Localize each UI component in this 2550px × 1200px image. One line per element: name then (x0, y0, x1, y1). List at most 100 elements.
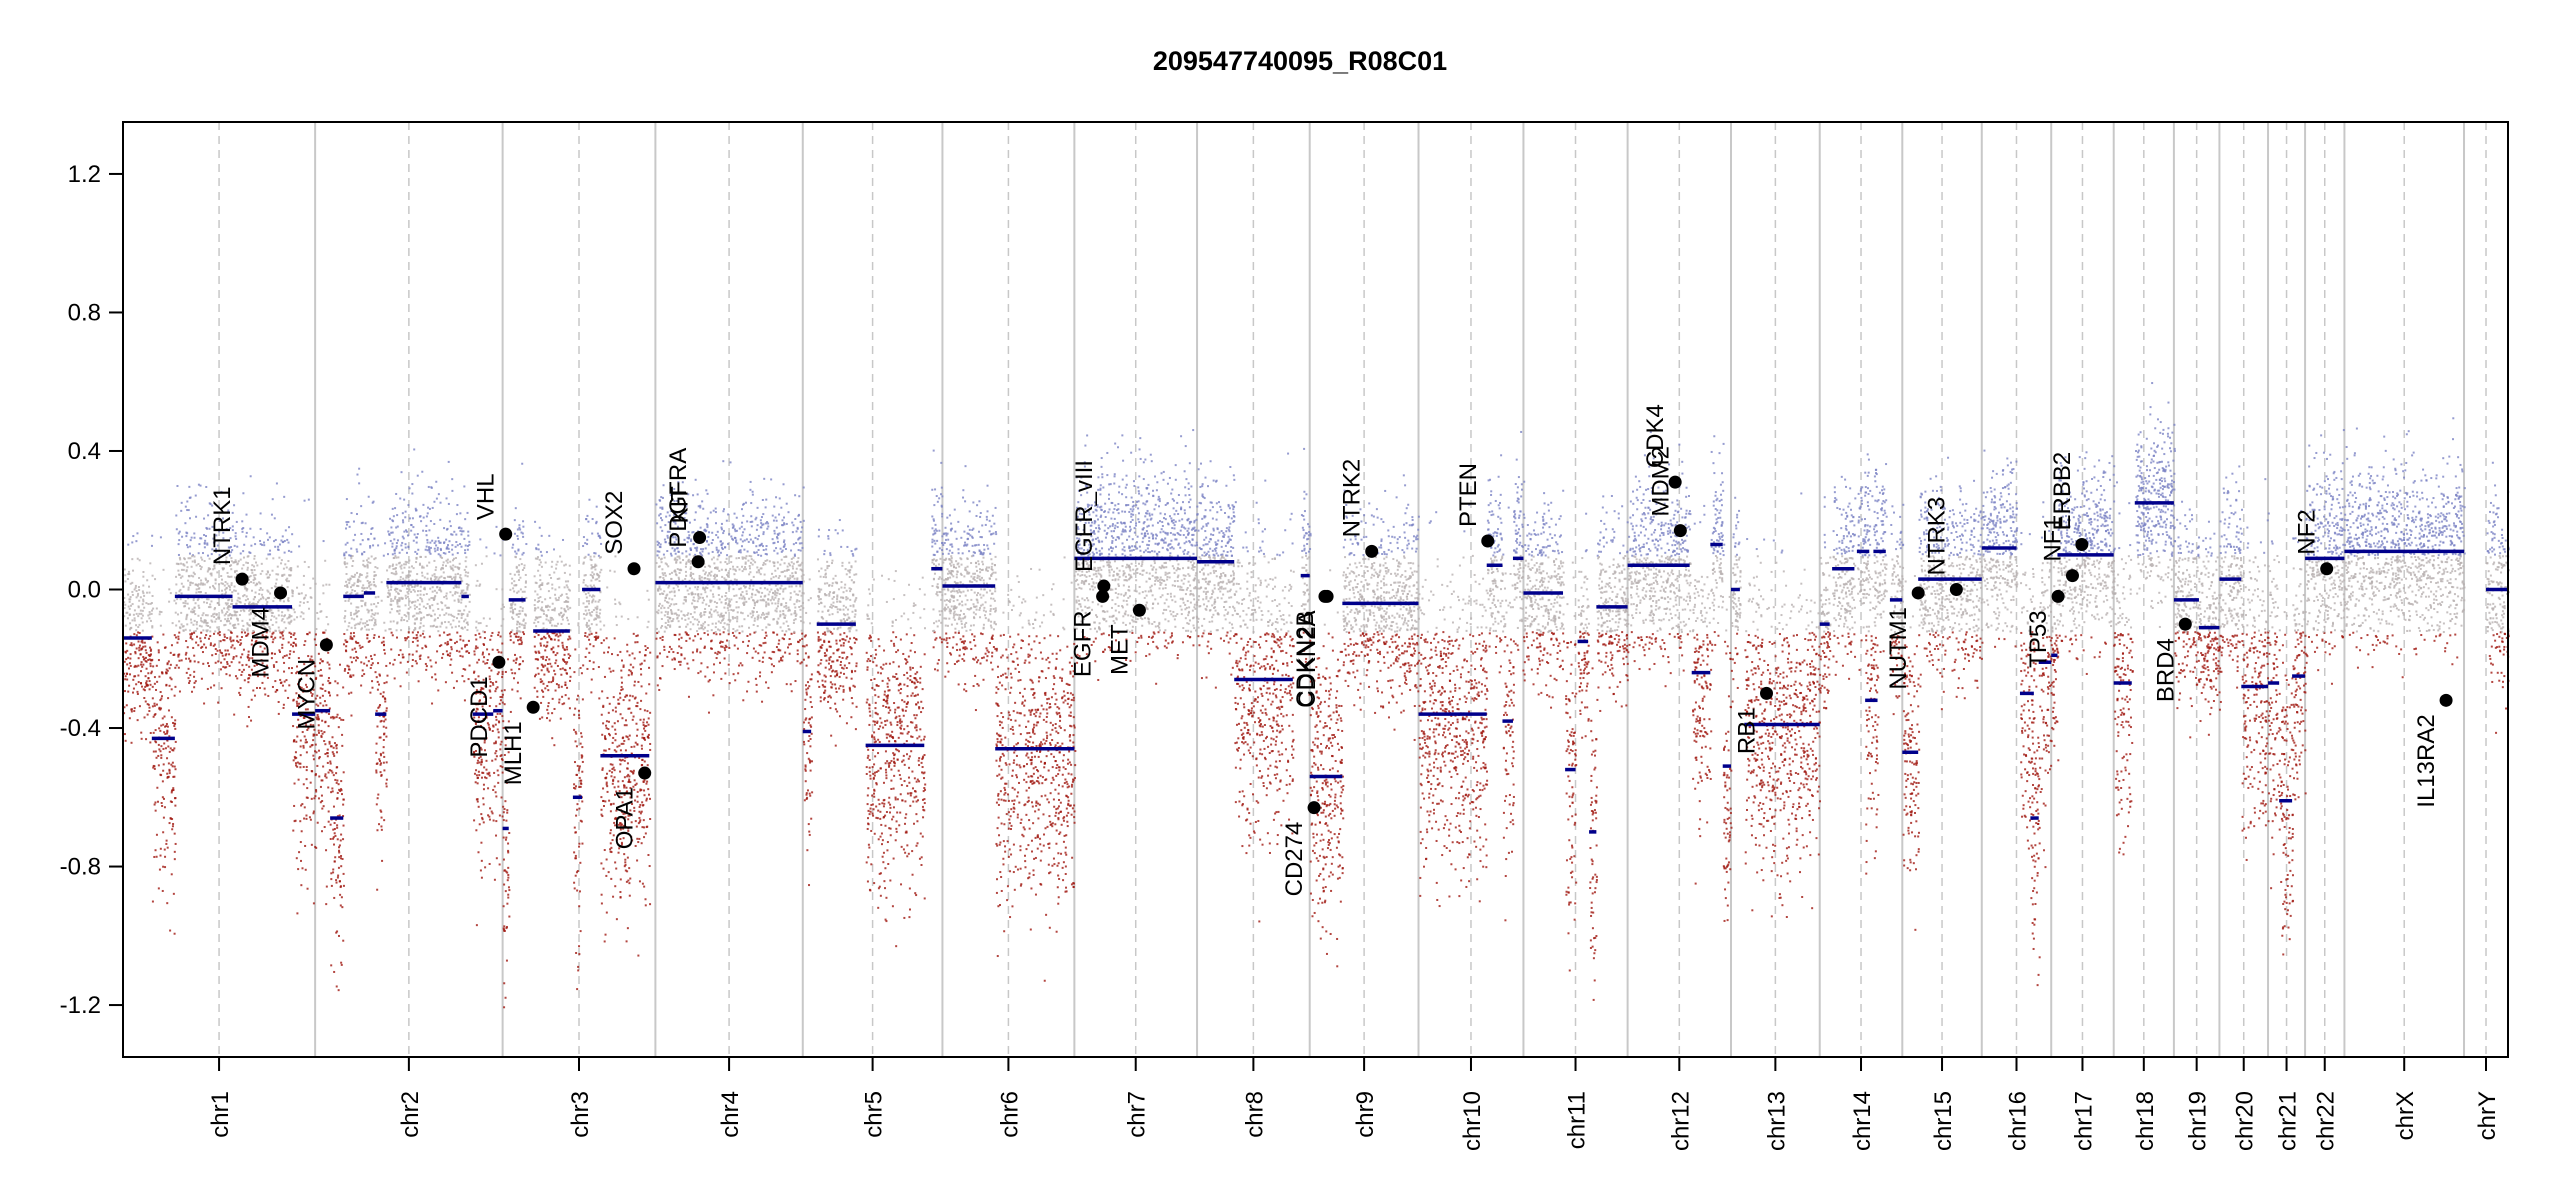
probe-point (343, 633, 346, 636)
probe-point (387, 591, 390, 594)
probe-point (169, 747, 172, 750)
probe-point (604, 738, 607, 741)
probe-point (739, 549, 742, 552)
probe-point (460, 614, 463, 617)
probe-point (182, 568, 185, 571)
probe-point (316, 713, 319, 716)
probe-point (561, 667, 564, 670)
probe-point (391, 563, 394, 566)
probe-point (251, 610, 254, 613)
probe-point (411, 658, 414, 661)
probe-point (263, 671, 266, 674)
probe-point (584, 655, 587, 658)
probe-point (457, 600, 460, 603)
probe-point (169, 663, 172, 666)
probe-point (193, 555, 196, 558)
probe-point (178, 659, 181, 662)
probe-point (519, 558, 522, 561)
probe-point (317, 729, 320, 732)
probe-point (475, 703, 478, 706)
probe-point (273, 665, 276, 668)
probe-point (476, 708, 479, 711)
probe-point (539, 588, 542, 591)
probe-point (199, 590, 202, 593)
probe-point (253, 653, 256, 656)
probe-point (367, 561, 370, 564)
probe-point (177, 569, 180, 572)
probe-point (503, 982, 506, 985)
probe-point (129, 596, 132, 599)
probe-point (304, 738, 307, 741)
probe-point (285, 654, 288, 657)
probe-point (590, 586, 593, 589)
probe-point (573, 728, 576, 731)
probe-point (180, 501, 183, 504)
probe-point (377, 544, 380, 547)
probe-point (575, 871, 578, 874)
probe-point (261, 650, 264, 653)
probe-point (125, 672, 128, 675)
probe-point (414, 584, 417, 587)
probe-point (253, 576, 256, 579)
probe-point (292, 634, 295, 637)
probe-point (483, 728, 486, 731)
probe-point (152, 766, 155, 769)
probe-point (462, 639, 465, 642)
probe-point (671, 619, 674, 622)
probe-point (558, 577, 561, 580)
probe-point (367, 495, 370, 498)
probe-point (124, 624, 127, 627)
probe-point (153, 676, 156, 679)
probe-point (460, 577, 463, 580)
probe-point (228, 674, 231, 677)
probe-point (641, 758, 644, 761)
probe-point (433, 542, 436, 545)
probe-point (442, 653, 445, 656)
probe-point (770, 478, 773, 481)
probe-point (598, 579, 601, 582)
probe-point (537, 650, 540, 653)
probe-point (465, 643, 468, 646)
probe-point (464, 549, 467, 552)
probe-point (553, 707, 556, 710)
probe-point (319, 785, 322, 788)
probe-point (422, 503, 425, 506)
probe-point (350, 714, 353, 717)
probe-point (272, 638, 275, 641)
probe-point (514, 550, 517, 553)
probe-point (445, 612, 448, 615)
probe-point (255, 613, 258, 616)
probe-point (309, 745, 312, 748)
probe-point (521, 610, 524, 613)
probe-point (429, 625, 432, 628)
probe-point (576, 870, 579, 873)
probe-point (636, 701, 639, 704)
probe-point (620, 759, 623, 762)
probe-point (280, 562, 283, 565)
probe-point (554, 588, 557, 591)
probe-point (433, 522, 436, 525)
probe-point (591, 532, 594, 535)
probe-point (168, 768, 171, 771)
probe-points (123, 382, 2510, 1009)
probe-point (340, 865, 343, 868)
probe-point (388, 594, 391, 597)
probe-point (633, 684, 636, 687)
probe-point (305, 778, 308, 781)
probe-point (281, 584, 284, 587)
probe-point (500, 651, 503, 654)
probe-point (603, 849, 606, 852)
probe-point (465, 650, 468, 653)
probe-point (265, 628, 268, 631)
probe-point (215, 562, 218, 565)
probe-point (633, 779, 636, 782)
probe-point (193, 606, 196, 609)
probe-point (557, 686, 560, 689)
probe-point (287, 541, 290, 544)
probe-point (775, 526, 778, 529)
probe-point (171, 828, 174, 831)
probe-point (441, 602, 444, 605)
probe-point (508, 831, 511, 834)
probe-point (594, 600, 597, 603)
probe-point (649, 742, 652, 745)
